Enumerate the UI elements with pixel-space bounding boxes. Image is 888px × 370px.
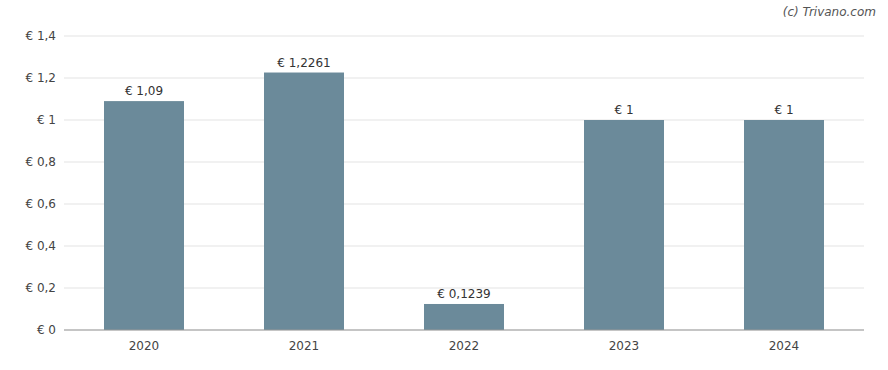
bar <box>264 73 344 330</box>
y-tick-label: € 1 <box>37 113 56 127</box>
data-label: € 0,1239 <box>437 287 490 301</box>
bar <box>424 304 504 330</box>
y-tick-label: € 0 <box>37 323 56 337</box>
bars <box>104 73 824 330</box>
grid <box>64 36 864 330</box>
bar <box>744 120 824 330</box>
chart-svg: € 0 € 0,2 € 0,4 € 0,6 € 0,8 € 1 € 1,2 € 1,4 2020… <box>0 0 888 370</box>
data-label: € 1 <box>774 103 793 117</box>
annotation: (c) Trivano.com <box>783 5 876 19</box>
y-tick-label: € 0,4 <box>25 239 56 253</box>
x-tick-label: 2022 <box>449 339 480 353</box>
bar <box>584 120 664 330</box>
grid-line <box>64 330 864 331</box>
data-labels: € 1,09 € 1,2261 € 0,1239 € 1 € 1 <box>125 56 794 301</box>
y-tick-label: € 1,2 <box>25 71 56 85</box>
y-axis: € 0 € 0,2 € 0,4 € 0,6 € 0,8 € 1 € 1,2 € 1,4 <box>25 29 56 337</box>
x-tick-label: 2024 <box>769 339 800 353</box>
y-tick-label: € 0,8 <box>25 155 56 169</box>
data-label: € 1,09 <box>125 84 163 98</box>
y-tick-label: € 0,2 <box>25 281 56 295</box>
x-axis: 2020 2021 2022 2023 2024 <box>129 339 800 353</box>
grid-line <box>64 36 864 37</box>
x-tick-label: 2021 <box>289 339 320 353</box>
x-tick-label: 2023 <box>609 339 640 353</box>
grid-line <box>64 78 864 79</box>
data-label: € 1,2261 <box>277 56 330 70</box>
data-label: € 1 <box>614 103 633 117</box>
y-tick-label: € 0,6 <box>25 197 56 211</box>
bar <box>104 101 184 330</box>
x-tick-label: 2020 <box>129 339 160 353</box>
y-tick-label: € 1,4 <box>25 29 56 43</box>
chart-container: € 0 € 0,2 € 0,4 € 0,6 € 0,8 € 1 € 1,2 € 1,4 2020… <box>0 0 888 370</box>
x-axis-line <box>64 330 864 331</box>
